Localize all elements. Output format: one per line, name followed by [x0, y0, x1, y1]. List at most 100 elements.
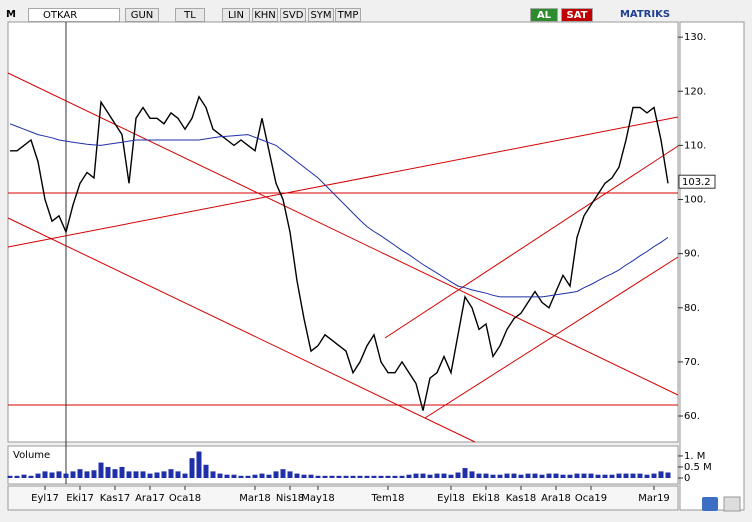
volume-bar: [630, 473, 636, 478]
volume-bar: [665, 472, 671, 478]
volume-bar: [119, 466, 125, 478]
volume-bar: [532, 473, 538, 478]
volume-bar: [294, 473, 300, 478]
volume-bar: [371, 475, 377, 478]
volume-bar: [308, 474, 314, 478]
y-tick-label: 80.: [684, 303, 700, 314]
volume-bar: [322, 475, 328, 478]
volume-bar: [497, 474, 503, 478]
volume-bar: [385, 475, 391, 478]
y-tick-label: 110.: [684, 140, 706, 151]
volume-bar: [546, 473, 552, 478]
app-icon[interactable]: M: [6, 9, 16, 20]
volume-bar: [84, 471, 90, 478]
volume-bar: [658, 471, 664, 478]
y-tick-label: 130.: [684, 32, 706, 43]
y-tick-label: 90.: [684, 249, 700, 260]
volume-bar: [112, 469, 118, 478]
volume-bar: [301, 474, 307, 478]
volume-bar: [644, 474, 650, 478]
volume-bar: [553, 473, 559, 478]
volume-bar: [476, 473, 482, 478]
x-tick-label: Eyl17: [31, 493, 59, 504]
x-tick-label: Oca19: [575, 493, 607, 504]
volume-bar: [140, 471, 146, 478]
volume-bar: [133, 471, 139, 478]
y-tick-label: 60.: [684, 411, 700, 422]
volume-bar: [602, 474, 608, 478]
volume-bar: [35, 473, 41, 478]
volume-bar: [469, 471, 475, 478]
y-tick-label: 100.: [684, 195, 706, 206]
volume-tick-label: 1. M: [684, 451, 705, 462]
x-tick-label: Ara18: [541, 493, 571, 504]
volume-bar: [595, 474, 601, 478]
volume-bar: [238, 475, 244, 478]
date-axis-panel: [7, 485, 679, 511]
volume-bar: [224, 474, 230, 478]
volume-bar: [49, 472, 55, 478]
x-tick-label: Eki18: [472, 493, 500, 504]
volume-bar: [406, 474, 412, 478]
x-tick-label: Tem18: [370, 493, 404, 504]
volume-bar: [490, 474, 496, 478]
volume-bar: [399, 475, 405, 478]
x-tick-label: Oca18: [169, 493, 201, 504]
x-tick-label: Kas18: [506, 493, 536, 504]
volume-bar: [504, 473, 510, 478]
volume-bar: [434, 473, 440, 478]
volume-bar: [525, 473, 531, 478]
volume-bar: [252, 474, 258, 478]
volume-bar: [448, 474, 454, 478]
series-line: [10, 95, 669, 411]
volume-bar: [91, 470, 97, 478]
volume-bar: [168, 469, 174, 478]
volume-bar: [189, 458, 195, 478]
volume-bar: [357, 475, 363, 478]
volume-bar: [483, 473, 489, 478]
symbol-box[interactable]: OTKAR: [28, 8, 120, 22]
volume-bar: [518, 474, 524, 478]
last-price-label: 103.2: [682, 177, 711, 188]
volume-bar: [203, 464, 209, 478]
volume-tick-label: 0: [684, 473, 690, 484]
volume-bar: [343, 475, 349, 478]
volume-bar: [616, 473, 622, 478]
volume-bar: [287, 471, 293, 478]
volume-bar: [42, 471, 48, 478]
volume-bar: [539, 474, 545, 478]
volume-bar: [567, 474, 573, 478]
volume-bar: [105, 466, 111, 478]
volume-bar: [511, 473, 517, 478]
volume-bar: [623, 473, 629, 478]
volume-bar: [147, 473, 153, 478]
menu-icon[interactable]: [723, 496, 741, 512]
volume-bar: [217, 473, 223, 478]
refresh-icon[interactable]: [702, 497, 718, 511]
x-tick-label: Nis18: [276, 493, 304, 504]
volume-bar: [413, 473, 419, 478]
trendlines: [7, 72, 679, 443]
volume-bar: [266, 474, 272, 478]
volume-bar: [455, 472, 461, 478]
volume-bar: [14, 475, 20, 478]
x-tick-label: May18: [301, 493, 334, 504]
volume-bar: [7, 475, 13, 478]
trendline: [7, 72, 679, 396]
volume-bar: [378, 475, 384, 478]
volume-bar: [560, 474, 566, 478]
volume-bar: [609, 474, 615, 478]
x-tick-label: Eyl18: [437, 493, 465, 504]
volume-bar: [336, 475, 342, 478]
volume-bar: [462, 468, 468, 478]
volume-title: Volume: [13, 450, 50, 461]
volume-bar: [350, 475, 356, 478]
volume-bar: [427, 474, 433, 478]
y-tick-label: 70.: [684, 357, 700, 368]
volume-bar: [126, 471, 132, 478]
series-line: [9, 123, 669, 298]
volume-bar: [161, 471, 167, 478]
volume-bar: [329, 475, 335, 478]
